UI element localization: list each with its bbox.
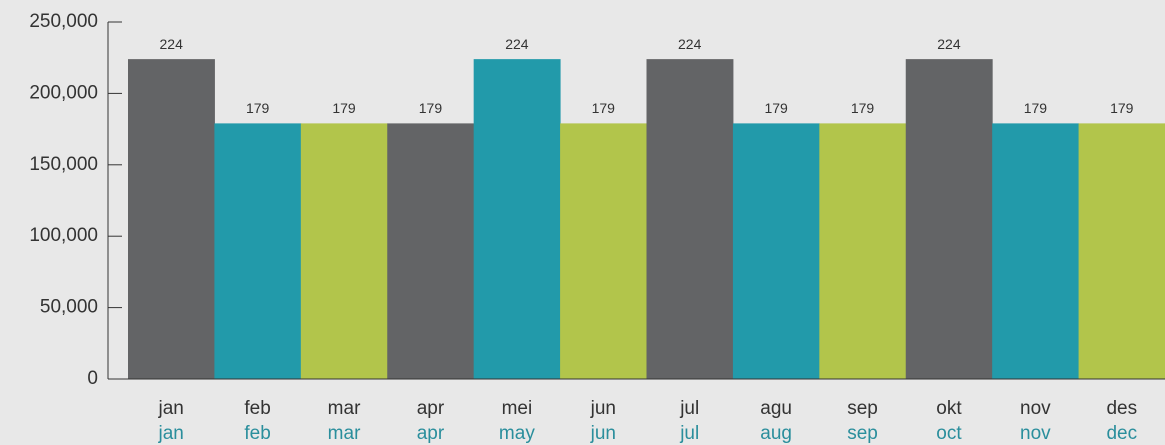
x-tick-translation: nov <box>1020 423 1051 444</box>
value-label: 224 <box>505 36 529 52</box>
value-label: 224 <box>678 36 702 52</box>
bar <box>128 59 215 380</box>
y-tick-label: 100,000 <box>29 225 98 246</box>
value-label: 179 <box>246 100 270 116</box>
bar <box>214 123 302 379</box>
value-label: 179 <box>332 100 356 116</box>
x-tick-label: jan <box>158 398 184 419</box>
x-tick-label: des <box>1106 398 1137 419</box>
y-tick-label: 200,000 <box>29 82 98 103</box>
bar <box>1078 123 1165 379</box>
value-label: 179 <box>764 100 788 116</box>
x-tick-label: mei <box>502 398 533 419</box>
x-tick-translation: jul <box>679 423 699 444</box>
x-tick-translation: feb <box>244 423 270 444</box>
bar <box>560 123 647 379</box>
x-tick-label: feb <box>244 398 270 419</box>
bar <box>646 59 734 380</box>
y-tick-label: 150,000 <box>29 154 98 175</box>
x-tick-label: okt <box>936 398 962 419</box>
value-label: 179 <box>1110 100 1134 116</box>
y-tick-label: 0 <box>87 368 98 389</box>
y-tick-label: 50,000 <box>40 297 98 318</box>
x-tick-label: apr <box>417 398 445 419</box>
x-tick-translation: may <box>499 423 535 444</box>
bar <box>300 123 388 379</box>
value-label: 179 <box>1024 100 1048 116</box>
bar <box>387 123 475 379</box>
x-tick-translation: mar <box>328 423 361 444</box>
x-tick-label: jun <box>590 398 616 419</box>
x-tick-translation: oct <box>936 423 962 444</box>
bar <box>905 59 993 380</box>
x-tick-translation: apr <box>417 423 445 444</box>
y-tick-label: 250,000 <box>29 11 98 32</box>
x-tick-label: agu <box>760 398 792 419</box>
bar <box>819 123 907 379</box>
x-tick-translation: sep <box>847 423 878 444</box>
x-tick-translation: jan <box>158 423 184 444</box>
x-tick-label: mar <box>328 398 361 419</box>
bar <box>992 123 1080 379</box>
value-label: 179 <box>592 100 616 116</box>
value-label: 179 <box>419 100 443 116</box>
value-label: 224 <box>937 36 961 52</box>
x-tick-translation: jun <box>590 423 616 444</box>
bar <box>732 123 820 379</box>
x-tick-translation: aug <box>760 423 792 444</box>
x-tick-label: jul <box>679 398 699 419</box>
value-label: 179 <box>851 100 875 116</box>
x-tick-label: nov <box>1020 398 1051 419</box>
bar <box>473 59 561 380</box>
x-tick-label: sep <box>847 398 878 419</box>
x-tick-translation: dec <box>1106 423 1137 444</box>
value-label: 224 <box>160 36 184 52</box>
